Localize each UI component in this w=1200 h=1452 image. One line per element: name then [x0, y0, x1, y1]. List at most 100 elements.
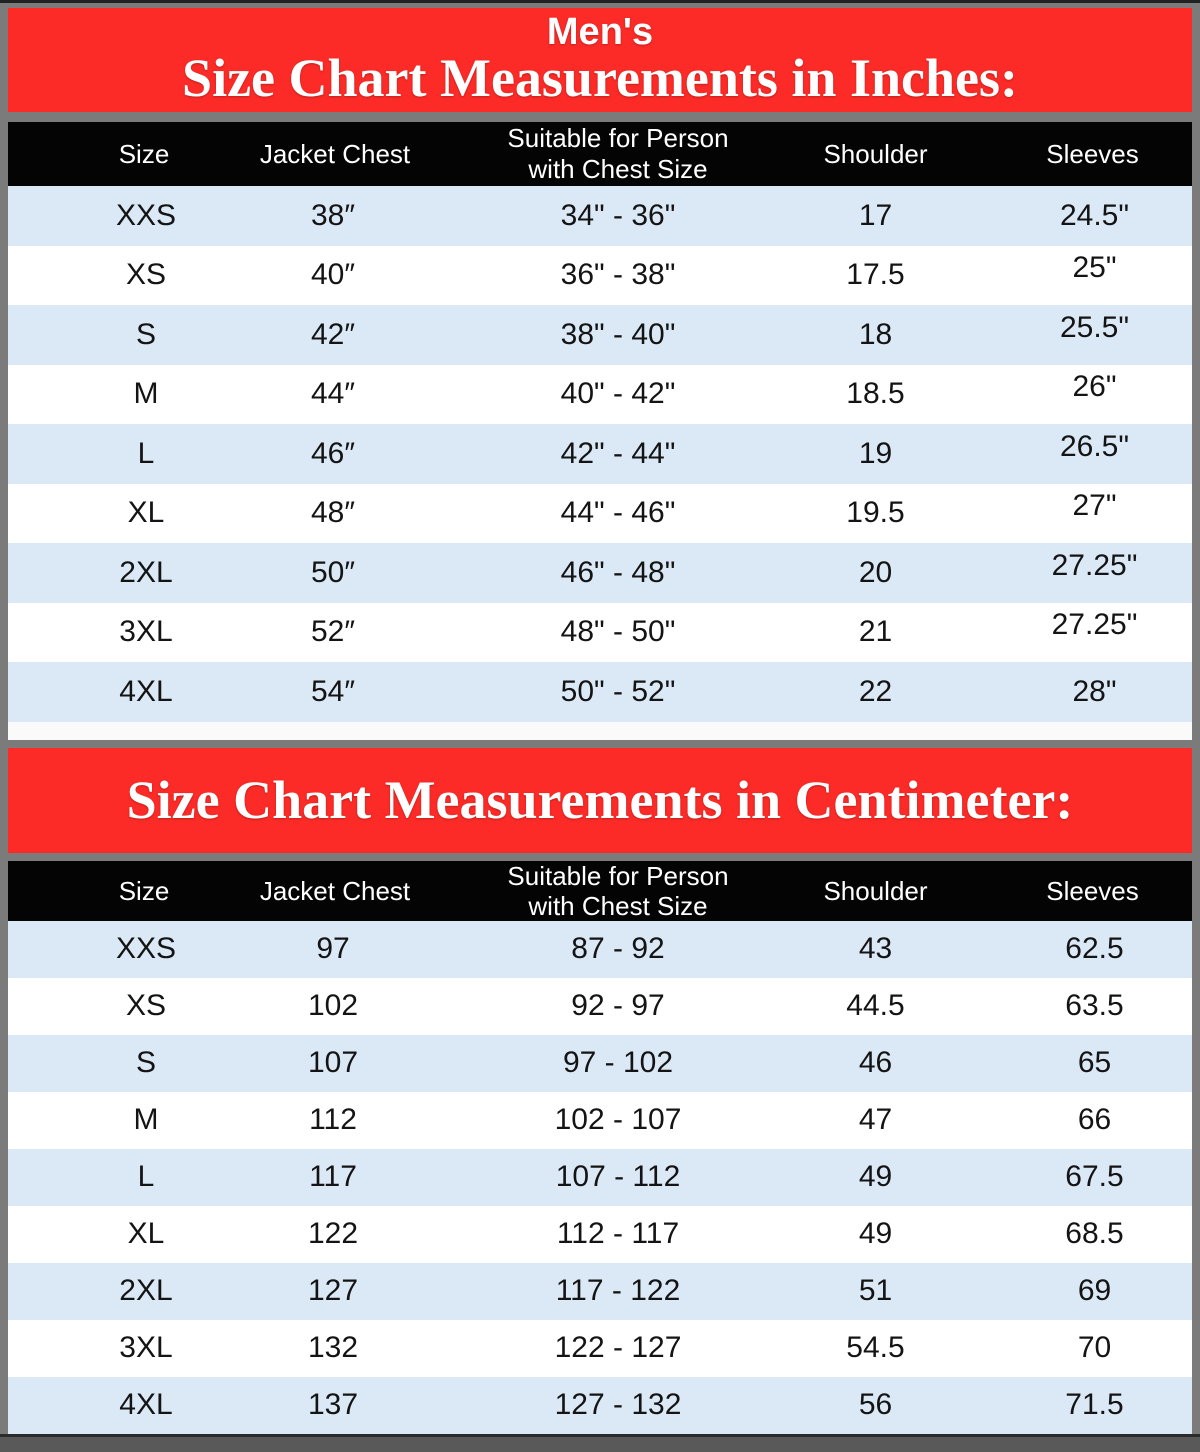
table-cell: 26.5"	[1059, 429, 1130, 463]
table-cell: 67.5	[1065, 1160, 1124, 1193]
table-cell: 21	[858, 615, 893, 649]
table-cell: 38″	[311, 198, 355, 232]
inches-title-banner: Men's Size Chart Measurements in Inches:	[8, 8, 1192, 112]
table-cell: 50″	[311, 555, 355, 589]
table-row: L 117 107 - 112 49 67.5	[8, 1148, 1192, 1206]
table-cell: 40" - 42"	[560, 377, 676, 411]
table-row: XS 102 92 - 97 44.5 63.5	[8, 977, 1192, 1035]
column-header: Size	[118, 138, 170, 169]
table-cell: 117	[309, 1160, 357, 1193]
table-cell: 117 - 122	[555, 1274, 681, 1307]
table-cell: 107 - 112	[555, 1160, 681, 1193]
table-cell: 42″	[311, 317, 355, 351]
table-cell: XXS	[115, 198, 177, 232]
table-cell: 44.5	[846, 989, 905, 1022]
table-cell: 18	[858, 317, 893, 351]
table-cell: 17	[858, 198, 893, 232]
table-row: 4XL 137 127 - 132 56 71.5	[8, 1376, 1192, 1434]
table-row: XS 40″ 36" - 38" 17.5 25"	[8, 245, 1192, 305]
table-cell: 27"	[1072, 489, 1117, 523]
table-cell: 102	[307, 989, 359, 1022]
table-row: M 44″ 40" - 42" 18.5 26"	[8, 364, 1192, 424]
table-cell: 43	[858, 932, 893, 965]
table-cell: 36" - 38"	[560, 258, 676, 292]
table-cell: 46" - 48"	[560, 555, 676, 589]
table-cell: 127 - 132	[554, 1388, 682, 1421]
table-cell: 20	[858, 555, 893, 589]
column-header: Size	[118, 875, 170, 906]
table-cell: 112	[309, 1103, 357, 1136]
table-cell: XXS	[115, 932, 177, 965]
table-cell: 38" - 40"	[560, 317, 676, 351]
column-header: Jacket Chest	[259, 138, 411, 169]
table-cell: 24.5"	[1059, 198, 1130, 232]
inches-title: Size Chart Measurements in Inches:	[182, 47, 1018, 108]
table-cell: 92 - 97	[571, 989, 665, 1022]
table-cell: 51	[858, 1274, 893, 1307]
table-cell: XS	[125, 989, 167, 1022]
table-cell: 2XL	[119, 1274, 173, 1307]
table-row: XXS 97 87 - 92 43 62.5	[8, 920, 1192, 978]
table-cell: 68.5	[1065, 1217, 1124, 1250]
table-cell: S	[135, 317, 156, 351]
centimeter-table-header-row: Size Jacket Chest Suitable for Person with…	[8, 860, 1192, 921]
table-cell: 44″	[311, 377, 355, 411]
table-cell: 122	[307, 1217, 359, 1250]
table-cell: 56	[858, 1388, 893, 1421]
column-header: Sleeves	[1046, 138, 1139, 169]
table-cell: 71.5	[1065, 1388, 1124, 1421]
table-cell: 40″	[311, 258, 355, 292]
table-row: XXS 38″ 34" - 36" 17 24.5"	[8, 186, 1192, 246]
table-cell: XL	[127, 1217, 165, 1250]
table-cell: M	[133, 377, 159, 411]
centimeter-table-body: XXS 97 87 - 92 43 62.5 XS 102 92 - 97 44.5 63.5 S 1…	[8, 920, 1192, 1434]
table-cell: 28"	[1072, 674, 1117, 708]
table-cell: 52″	[311, 615, 355, 649]
table-cell: 66	[1077, 1103, 1112, 1136]
table-cell: 44" - 46"	[560, 496, 676, 530]
table-row: XL 48″ 44" - 46" 19.5 27"	[8, 483, 1192, 543]
table-cell: 54.5	[846, 1331, 905, 1364]
table-cell: 54″	[311, 674, 355, 708]
table-cell: 49	[858, 1217, 893, 1250]
table-cell: 48" - 50"	[560, 615, 676, 649]
table-cell: 47	[858, 1103, 893, 1136]
table-cell: 97	[316, 932, 350, 965]
table-cell: 27.25"	[1051, 608, 1138, 642]
table-cell: 87 - 92	[571, 932, 665, 965]
column-header: Shoulder	[823, 138, 928, 169]
bottom-bar	[0, 1433, 1200, 1452]
table-row: L 46″ 42" - 44" 19 26.5"	[8, 424, 1192, 484]
table-cell: 17.5	[846, 258, 905, 292]
inches-table-header-row: Size Jacket Chest Suitable for Person with…	[8, 122, 1192, 186]
table-cell: L	[137, 1160, 155, 1193]
table-row: XL 122 112 - 117 49 68.5	[8, 1205, 1192, 1263]
table-cell: 46	[858, 1046, 893, 1079]
column-header: Jacket Chest	[259, 875, 411, 906]
table-cell: 112 - 117	[556, 1217, 680, 1250]
centimeter-size-table: Size Jacket Chest Suitable for Person with…	[8, 860, 1192, 1434]
column-header: Suitable for Person with Chest Size	[507, 123, 729, 184]
table-cell: 62.5	[1065, 932, 1124, 965]
table-cell: 26"	[1072, 370, 1117, 404]
table-cell: L	[137, 436, 155, 470]
table-cell: 42" - 44"	[560, 436, 676, 470]
table-cell: XS	[125, 258, 167, 292]
table-row: 4XL 54″ 50" - 52" 22 28"	[8, 662, 1192, 722]
table-cell: 137	[307, 1388, 359, 1421]
table-row: M 112 102 - 107 47 66	[8, 1091, 1192, 1149]
centimeter-title-banner: Size Chart Measurements in Centimeter:	[8, 747, 1192, 853]
table-cell: XL	[127, 496, 165, 530]
table-cell: 69	[1077, 1274, 1112, 1307]
table-row: 3XL 132 122 - 127 54.5 70	[8, 1319, 1192, 1377]
inches-size-table: Size Jacket Chest Suitable for Person with…	[8, 122, 1192, 722]
table-row: S 107 97 - 102 46 65	[8, 1034, 1192, 1092]
table-cell: 63.5	[1065, 989, 1124, 1022]
inches-table-footer-strip	[8, 721, 1192, 740]
table-cell: 50" - 52"	[560, 674, 676, 708]
table-cell: 2XL	[119, 555, 173, 589]
table-cell: 19.5	[846, 496, 905, 530]
table-cell: 22	[858, 674, 893, 708]
inches-table-body: XXS 38″ 34" - 36" 17 24.5" XS 40″ 36" - 38" 17.5…	[8, 186, 1192, 722]
